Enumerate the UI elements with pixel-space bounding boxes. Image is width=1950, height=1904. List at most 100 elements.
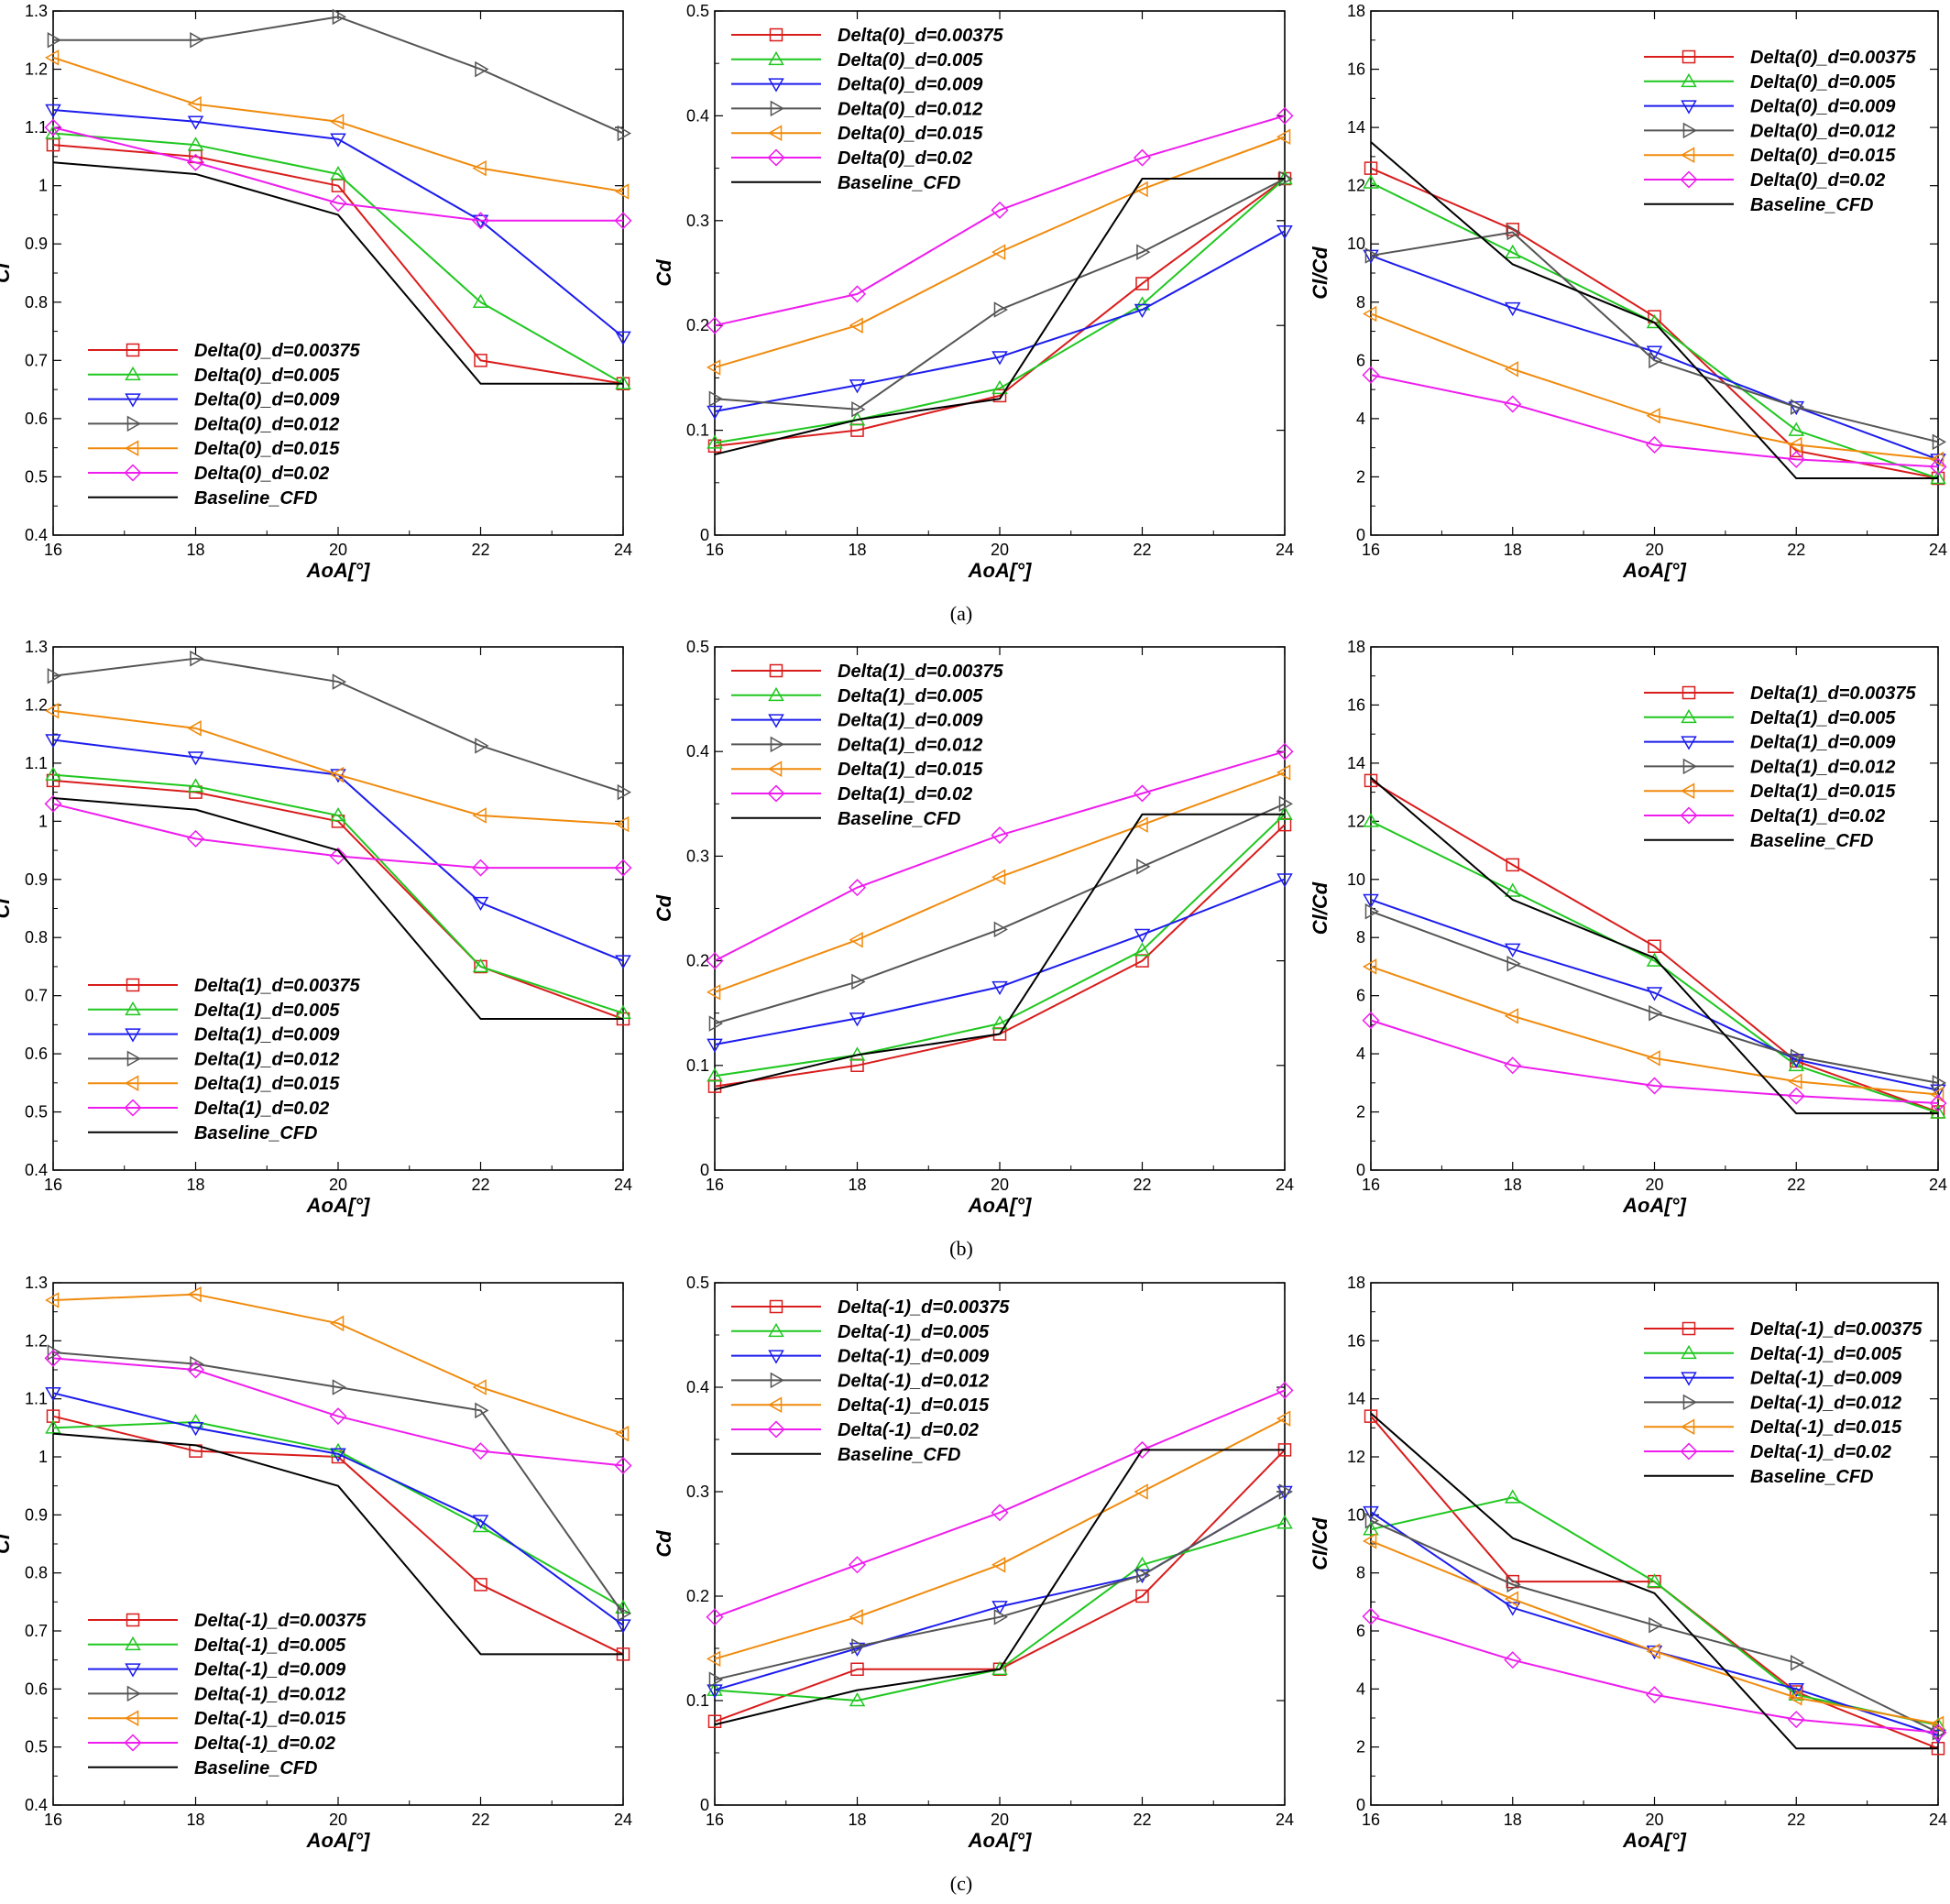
data-point — [471, 859, 490, 877]
series-line — [1370, 141, 1938, 480]
legend-label: Baseline_CFD — [838, 809, 961, 829]
y-tick-label: 6 — [1356, 1622, 1365, 1640]
y-tick-label: 0.4 — [25, 526, 48, 544]
legend-label: Baseline_CFD — [194, 488, 318, 509]
legend-marker — [768, 125, 783, 141]
legend-label: Baseline_CFD — [194, 1758, 318, 1778]
series-line — [1370, 965, 1939, 1096]
x-tick-label: 24 — [614, 1811, 632, 1829]
data-point — [1134, 816, 1148, 833]
y-tick-label: 10 — [1347, 235, 1365, 253]
x-tick-label: 16 — [44, 1176, 62, 1194]
legend-label: Delta(0)_d=0.005 — [838, 50, 983, 71]
data-point — [1364, 161, 1378, 175]
data-point — [472, 293, 489, 309]
data-point — [707, 1684, 723, 1699]
data-point — [1646, 407, 1660, 424]
legend-label: Delta(0)_d=0.015 — [194, 439, 340, 459]
y-tick-label: 0 — [1356, 526, 1365, 544]
legend-marker — [1682, 49, 1696, 64]
legend-marker — [1681, 708, 1697, 724]
series-line — [714, 813, 1285, 1091]
x-tick-label: 24 — [1929, 1811, 1947, 1829]
x-tick-label: 24 — [614, 541, 632, 559]
data-point — [1504, 943, 1521, 957]
data-point — [471, 212, 490, 230]
y-tick-label: 4 — [1356, 1045, 1365, 1063]
data-point — [708, 390, 723, 408]
series-line — [53, 16, 624, 135]
data-point — [45, 703, 60, 719]
legend-label: Delta(-1)_d=0.00375 — [838, 1297, 1010, 1318]
data-point — [849, 931, 863, 948]
data-point — [1646, 1643, 1660, 1659]
data-point — [1363, 1521, 1379, 1536]
legend-marker — [768, 1396, 783, 1413]
legend-label: Delta(1)_d=0.00375 — [194, 976, 361, 996]
legend-marker — [1681, 100, 1697, 115]
data-point — [1364, 773, 1378, 788]
y-tick-label: 0.9 — [25, 235, 48, 253]
legend-marker — [769, 27, 783, 42]
series-line — [1370, 374, 1939, 468]
legend-label: Delta(-1)_d=0.02 — [838, 1420, 979, 1440]
y-tick-label: 12 — [1347, 1448, 1365, 1466]
data-point — [1278, 1483, 1293, 1500]
chart-2: 0 0.1 0.2 0.3 0.4 0.5 16 18 20 22 24 AoA[°] Cd Delta(… — [652, 2, 1294, 582]
y-axis-label: Cl — [0, 898, 14, 919]
legend-label: Delta(1)_d=0.015 — [1750, 782, 1896, 802]
legend-label: Delta(0)_d=0.02 — [194, 464, 329, 484]
data-point — [1133, 784, 1152, 803]
data-point — [1364, 903, 1379, 920]
y-tick-label: 16 — [1347, 1331, 1365, 1350]
data-point — [1788, 1686, 1805, 1701]
data-point — [849, 1692, 866, 1707]
data-point — [708, 1015, 723, 1032]
legend: Delta(1)_d=0.00375 Delta(1)_d=0.005 Delta(… — [1644, 684, 1917, 851]
data-point — [187, 720, 202, 737]
data-point — [708, 1671, 723, 1688]
series-line — [1370, 820, 1939, 1114]
y-tick-label: 8 — [1356, 928, 1365, 947]
data-point — [1930, 1104, 1946, 1119]
y-tick-label: 1 — [38, 812, 48, 830]
legend-marker — [768, 1322, 784, 1338]
y-tick-label: 0.8 — [25, 1564, 48, 1582]
y-tick-label: 0 — [700, 1161, 709, 1179]
y-axis-label: Cd — [652, 1530, 675, 1558]
data-point — [1506, 956, 1521, 972]
legend-label: Delta(1)_d=0.02 — [194, 1099, 329, 1119]
legend-label: Delta(0)_d=0.012 — [194, 414, 339, 434]
x-axis-label: AoA[°] — [1622, 559, 1686, 582]
legend-marker — [125, 1636, 141, 1651]
y-tick-label: 0.9 — [25, 870, 48, 889]
data-point — [329, 194, 347, 213]
legend: Delta(-1)_d=0.00375 Delta(-1)_d=0.005 Delt… — [88, 1611, 367, 1778]
data-point — [1362, 366, 1380, 384]
data-point — [1276, 742, 1294, 761]
legend-marker — [125, 1075, 139, 1091]
data-point — [472, 896, 489, 912]
data-point — [1504, 882, 1521, 897]
data-point — [1930, 454, 1946, 468]
data-point — [993, 1609, 1008, 1625]
data-point — [993, 921, 1008, 938]
data-point — [187, 1286, 202, 1303]
data-point — [991, 1601, 1008, 1615]
data-point — [475, 60, 489, 78]
data-point — [1646, 1573, 1663, 1588]
x-tick-label: 24 — [1276, 1811, 1294, 1829]
y-tick-label: 1.3 — [25, 1274, 48, 1292]
data-point — [187, 1422, 204, 1437]
data-point — [1276, 1485, 1293, 1500]
data-point — [1364, 1409, 1378, 1423]
data-point — [45, 734, 61, 749]
series-line — [714, 178, 1285, 455]
y-axis-label: Cd — [652, 259, 675, 287]
data-point — [1788, 421, 1805, 436]
series-line — [714, 803, 1286, 1025]
data-point — [1788, 1683, 1805, 1698]
y-tick-label: 0 — [700, 526, 709, 544]
